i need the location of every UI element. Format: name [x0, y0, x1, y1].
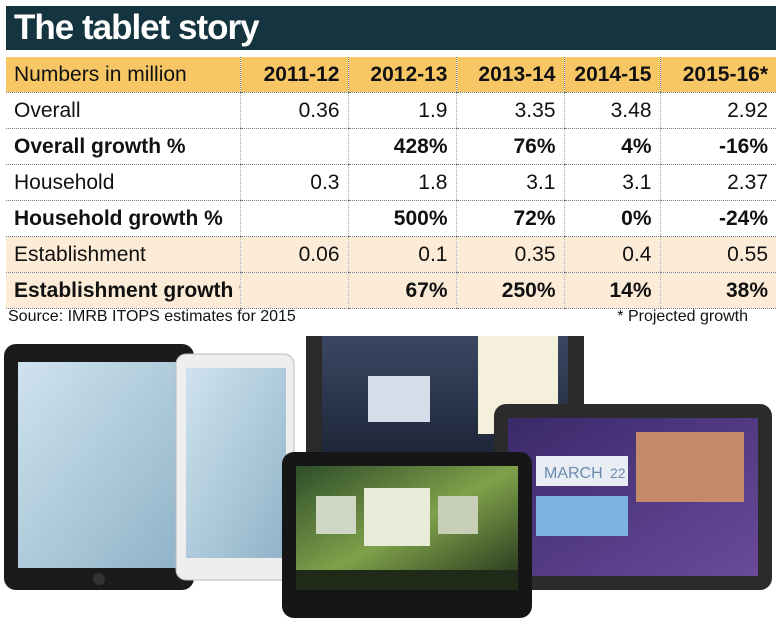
table-cell: 76%	[455, 128, 564, 165]
table-cell	[239, 272, 348, 309]
table-cell: 38%	[659, 272, 776, 309]
table-cell: -24%	[659, 200, 776, 237]
table-cell: 67%	[347, 272, 456, 309]
header-cell: 2013-14	[455, 57, 564, 93]
table-cell: -16%	[659, 128, 776, 165]
table-cell: 500%	[347, 200, 456, 237]
ipad-white	[175, 353, 295, 581]
header-cell: Numbers in million	[6, 57, 240, 93]
table-cell: 0.4	[563, 236, 660, 273]
calendar-text: MARCH	[544, 465, 603, 482]
source-note: Source: IMRB ITOPS estimates for 2015	[8, 308, 296, 325]
header-cell: 2015-16*	[659, 57, 776, 93]
header-cell: 2012-13	[347, 57, 456, 93]
ipad-black	[4, 344, 194, 590]
table-cell: 428%	[347, 128, 456, 165]
table-cell: 1.9	[347, 92, 456, 129]
header-row: Numbers in million 2011-12 2012-13 2013-…	[6, 57, 776, 93]
table-row: Establishment growth % 67% 250% 14% 38%	[6, 272, 776, 309]
row-label: Establishment growth %	[6, 272, 240, 309]
table-cell: 0.1	[347, 236, 456, 273]
table-cell	[239, 128, 348, 165]
header-cell: 2014-15	[563, 57, 660, 93]
table-cell: 0.35	[455, 236, 564, 273]
table-cell: 3.35	[455, 92, 564, 129]
table-row: Overall 0.36 1.9 3.35 3.48 2.92	[6, 92, 776, 129]
table-cell: 4%	[563, 128, 660, 165]
table-cell: 3.1	[455, 164, 564, 201]
header-cell: 2011-12	[239, 57, 348, 93]
row-label: Household growth %	[6, 200, 240, 237]
row-label: Household	[6, 164, 240, 201]
table-cell: 72%	[455, 200, 564, 237]
row-label: Overall	[6, 92, 240, 129]
data-table: Numbers in million 2011-12 2012-13 2013-…	[6, 57, 776, 309]
playbook-tablet	[282, 452, 532, 618]
table-cell: 0.36	[239, 92, 348, 129]
table-cell: 0.06	[239, 236, 348, 273]
table-cell: 14%	[563, 272, 660, 309]
table-cell: 0.3	[239, 164, 348, 201]
table-cell: 1.8	[347, 164, 456, 201]
table-cell: 2.37	[659, 164, 776, 201]
table-cell: 0%	[563, 200, 660, 237]
table-row: Household growth % 500% 72% 0% -24%	[6, 200, 776, 237]
calendar-day: 22	[610, 465, 626, 481]
table-row: Overall growth % 428% 76% 4% -16%	[6, 128, 776, 165]
row-label: Overall growth %	[6, 128, 240, 165]
table-cell: 2.92	[659, 92, 776, 129]
table-cell	[239, 200, 348, 237]
table-cell: 3.48	[563, 92, 660, 129]
row-label: Establishment	[6, 236, 240, 273]
projection-note: * Projected growth	[617, 308, 748, 325]
table-cell: 250%	[455, 272, 564, 309]
galaxy-tablet: MARCH 22	[494, 404, 772, 590]
tablets-photo: MARCH 22	[4, 336, 772, 618]
table-row: Establishment 0.06 0.1 0.35 0.4 0.55	[6, 236, 776, 273]
table-cell: 3.1	[563, 164, 660, 201]
table-row: Household 0.3 1.8 3.1 3.1 2.37	[6, 164, 776, 201]
chart-title: The tablet story	[6, 6, 776, 50]
table-cell: 0.55	[659, 236, 776, 273]
